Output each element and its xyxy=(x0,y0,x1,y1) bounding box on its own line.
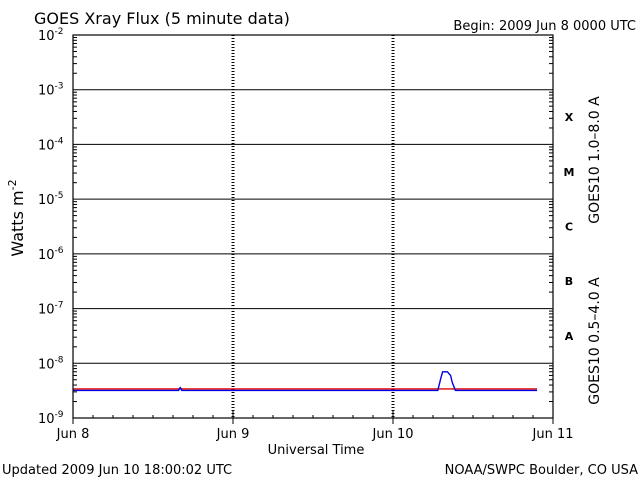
x-axis-label: Universal Time xyxy=(268,443,365,458)
flare-class-a: A xyxy=(565,330,574,343)
legend-long-channel: GOES10 1.0–8.0 A xyxy=(587,96,603,224)
y-tick-base: 10 xyxy=(38,84,55,99)
y-tick-base: 10 xyxy=(38,138,55,153)
y-tick-exponent: -9 xyxy=(55,410,64,420)
y-tick-base: 10 xyxy=(38,193,55,208)
y-tick-base: 10 xyxy=(38,412,55,427)
chart-title: GOES Xray Flux (5 minute data) xyxy=(34,9,290,28)
y-tick-exponent: -3 xyxy=(55,82,64,92)
y-axis-ticks: 10-910-810-710-610-510-410-310-2 xyxy=(38,27,553,427)
y-tick-label: 10-2 xyxy=(38,27,64,44)
y-tick-base: 10 xyxy=(38,303,55,318)
credit-text: NOAA/SWPC Boulder, CO USA xyxy=(445,463,638,478)
y-tick-label: 10-6 xyxy=(38,246,64,263)
y-tick-base: 10 xyxy=(38,248,55,263)
y-axis-label: Watts m-2 xyxy=(6,179,27,256)
y-tick-label: 10-8 xyxy=(38,355,64,372)
x-axis-ticks: Jun 8 Jun 9 Jun 10 Jun 11 xyxy=(56,410,574,442)
y-tick-label: 10-7 xyxy=(38,301,64,318)
flare-class-x: X xyxy=(565,111,574,124)
y-tick-exponent: -8 xyxy=(55,355,64,365)
y-tick-label: 10-4 xyxy=(38,136,64,153)
flare-class-labels: X M C B A xyxy=(564,111,575,343)
series-lines xyxy=(73,371,537,392)
y-tick-base: 10 xyxy=(38,357,55,372)
x-tick-label: Jun 9 xyxy=(216,427,250,442)
updated-timestamp: Updated 2009 Jun 10 18:00:02 UTC xyxy=(2,463,232,478)
y-tick-exponent: -2 xyxy=(55,27,64,37)
y-tick-base: 10 xyxy=(38,29,55,44)
flare-class-m: M xyxy=(564,166,575,179)
legend-short-channel: GOES10 0.5–4.0 A xyxy=(587,277,603,405)
y-tick-exponent: -6 xyxy=(55,246,64,256)
x-tick-label: Jun 11 xyxy=(532,427,574,442)
x-tick-label: Jun 10 xyxy=(372,427,414,442)
y-tick-label: 10-3 xyxy=(38,82,64,99)
series-line-long-channel xyxy=(73,387,537,390)
y-tick-exponent: -7 xyxy=(55,301,64,311)
flare-class-b: B xyxy=(565,275,573,288)
grid xyxy=(73,35,553,418)
y-tick-label: 10-9 xyxy=(38,410,64,427)
x-tick-label: Jun 8 xyxy=(56,427,90,442)
y-tick-label: 10-5 xyxy=(38,191,64,208)
begin-time: Begin: 2009 Jun 8 0000 UTC xyxy=(453,19,636,34)
series-line-short-channel xyxy=(73,371,537,392)
flare-class-c: C xyxy=(565,221,573,234)
y-tick-exponent: -4 xyxy=(55,136,64,146)
y-tick-exponent: -5 xyxy=(55,191,64,201)
